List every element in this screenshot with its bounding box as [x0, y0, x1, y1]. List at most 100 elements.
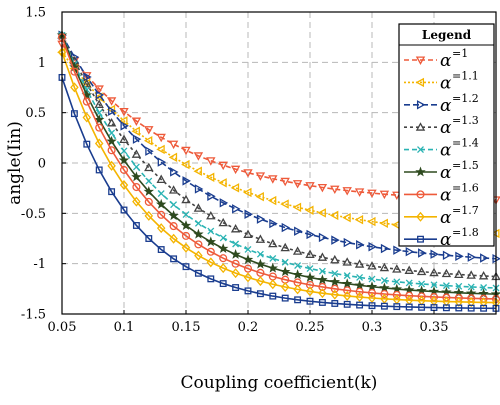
data-point: [119, 180, 129, 191]
data-point: [342, 187, 352, 196]
data-point: [155, 198, 167, 209]
data-point: [318, 298, 326, 306]
data-point: [168, 185, 179, 194]
data-point: [292, 269, 303, 280]
data-point: [280, 199, 289, 209]
data-point: [207, 227, 215, 235]
data-point: [294, 226, 303, 236]
data-point: [243, 272, 253, 283]
x-tick-label: 0.2: [238, 320, 259, 335]
data-point: [330, 185, 340, 195]
data-point: [343, 300, 351, 308]
data-point: [231, 268, 240, 279]
data-point: [182, 176, 191, 186]
data-point: [219, 254, 228, 263]
data-point: [106, 135, 117, 146]
data-point: [343, 237, 353, 248]
legend-label: =1.2: [452, 92, 479, 105]
data-point: [318, 232, 328, 243]
data-point: [83, 140, 91, 148]
data-point: [478, 270, 489, 280]
data-point: [131, 117, 142, 126]
data-point: [181, 159, 190, 170]
legend-label: =1.4: [452, 137, 479, 150]
data-point: [454, 296, 464, 307]
legend-item: α =1.4: [404, 137, 479, 161]
data-point: [145, 146, 154, 156]
data-point: [243, 187, 252, 198]
data-point: [392, 264, 402, 273]
data-point: [367, 189, 377, 199]
data-point: [379, 218, 388, 228]
data-point: [318, 288, 327, 299]
series-line: [61, 34, 497, 278]
y-tick-label: -1.5: [21, 308, 46, 323]
legend-item: α =1.2: [404, 92, 479, 116]
data-point: [119, 134, 129, 144]
data-point: [108, 106, 117, 116]
data-point: [393, 278, 401, 286]
x-tick-label: 0.3: [362, 320, 383, 335]
data-point: [269, 292, 277, 300]
data-point: [219, 234, 227, 242]
data-point: [430, 249, 439, 259]
data-point: [306, 297, 314, 305]
legend-alpha-symbol: α: [440, 51, 452, 71]
data-point: [331, 235, 340, 245]
data-point: [95, 166, 103, 174]
data-point: [207, 275, 215, 283]
data-point: [242, 254, 254, 265]
data-point: [380, 289, 389, 299]
data-point: [405, 303, 413, 311]
data-point: [232, 284, 240, 291]
data-point: [131, 171, 142, 182]
data-point: [268, 279, 278, 290]
y-tick-label: 1: [38, 56, 46, 71]
series-line: [61, 52, 497, 304]
data-point: [82, 112, 92, 123]
data-point: [392, 290, 401, 299]
data-point: [268, 238, 278, 248]
data-point: [132, 134, 142, 144]
data-point: [380, 277, 388, 284]
data-point: [455, 304, 463, 312]
data-point: [292, 246, 303, 255]
data-point: [454, 269, 464, 279]
data-point: [405, 291, 414, 300]
data-point: [466, 297, 476, 308]
data-point: [132, 183, 141, 192]
data-point: [144, 210, 154, 221]
data-point: [120, 121, 129, 131]
data-point: [305, 205, 314, 215]
data-point: [393, 245, 402, 255]
data-point: [82, 78, 92, 88]
x-tick-label: 0.1: [114, 320, 135, 335]
legend-marker: [416, 100, 426, 110]
data-point: [354, 188, 365, 197]
series-layer: [56, 29, 500, 312]
data-point: [467, 283, 475, 291]
data-point: [244, 287, 252, 295]
data-point: [329, 210, 339, 221]
data-point: [182, 211, 190, 218]
data-point: [169, 222, 178, 231]
legend-label: =1: [452, 47, 468, 60]
data-point: [330, 284, 339, 293]
data-point: [356, 240, 365, 250]
data-point: [355, 287, 364, 296]
data-point: [144, 162, 154, 172]
data-point: [95, 123, 104, 132]
legend-alpha-symbol: α: [440, 163, 452, 183]
data-point: [193, 203, 204, 212]
data-point: [119, 165, 129, 174]
legend-item: α =1.6: [404, 181, 479, 205]
data-point: [256, 250, 264, 258]
data-point: [170, 255, 178, 263]
legend-marker: [415, 166, 426, 177]
legend-alpha-symbol: α: [440, 73, 452, 93]
x-tick-label: 0.05: [48, 320, 77, 335]
data-point: [218, 178, 227, 188]
data-point: [294, 296, 302, 304]
